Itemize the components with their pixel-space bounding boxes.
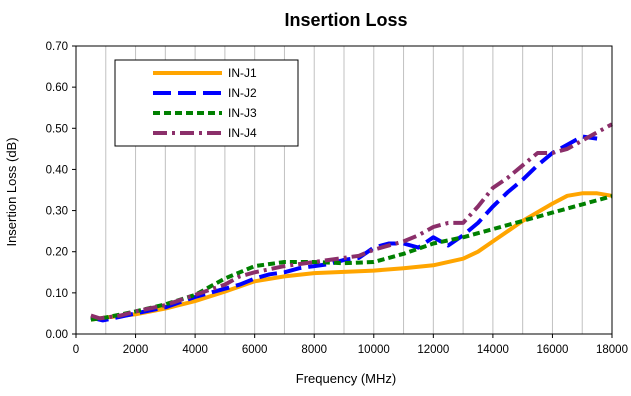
- y-tick-label: 0.40: [46, 164, 68, 176]
- plot-border: [75, 45, 613, 335]
- x-tick-label: 16000: [536, 344, 568, 356]
- x-tick-label: 0: [73, 344, 79, 356]
- x-tick-label: 6000: [242, 344, 268, 356]
- y-tick-label: 0.50: [46, 123, 68, 135]
- series-line-in-j2: [90, 134, 598, 323]
- series-layer: [90, 122, 613, 323]
- y-tick-label: 0.00: [46, 329, 68, 341]
- x-tick-label: 10000: [358, 344, 390, 356]
- y-tick-label: 0.20: [46, 247, 68, 259]
- x-tick-label: 12000: [417, 344, 449, 356]
- series-line-in-j4: [90, 122, 613, 321]
- x-axis-ticks: 0 2000 4000 6000 8000 10000 12000 14000 16000 180…: [73, 334, 628, 356]
- legend-label: IN-J4: [228, 126, 257, 140]
- legend-label: IN-J3: [228, 106, 257, 120]
- legend-label: IN-J2: [228, 86, 257, 100]
- chart-title: Insertion Loss: [284, 10, 407, 30]
- y-tick-label: 0.60: [46, 82, 68, 94]
- plot-area: [75, 45, 613, 335]
- y-tick-label: 0.70: [46, 41, 68, 53]
- series-line-in-j1: [90, 191, 613, 322]
- legend: IN-J1 IN-J2 IN-J3 IN-J4: [114, 59, 299, 147]
- y-axis-ticks: 0.00 0.10 0.20 0.30 0.40 0.50 0.60 0.70: [46, 41, 76, 341]
- x-tick-label: 18000: [596, 344, 628, 356]
- x-tick-label: 4000: [182, 344, 208, 356]
- y-axis-label: Insertion Loss (dB): [4, 137, 19, 246]
- x-axis-label: Frequency (MHz): [296, 371, 396, 386]
- x-tick-label: 2000: [123, 344, 149, 356]
- x-tick-label: 8000: [301, 344, 327, 356]
- y-tick-label: 0.10: [46, 288, 68, 300]
- legend-label: IN-J1: [228, 66, 257, 80]
- x-tick-label: 14000: [477, 344, 509, 356]
- y-tick-label: 0.30: [46, 206, 68, 218]
